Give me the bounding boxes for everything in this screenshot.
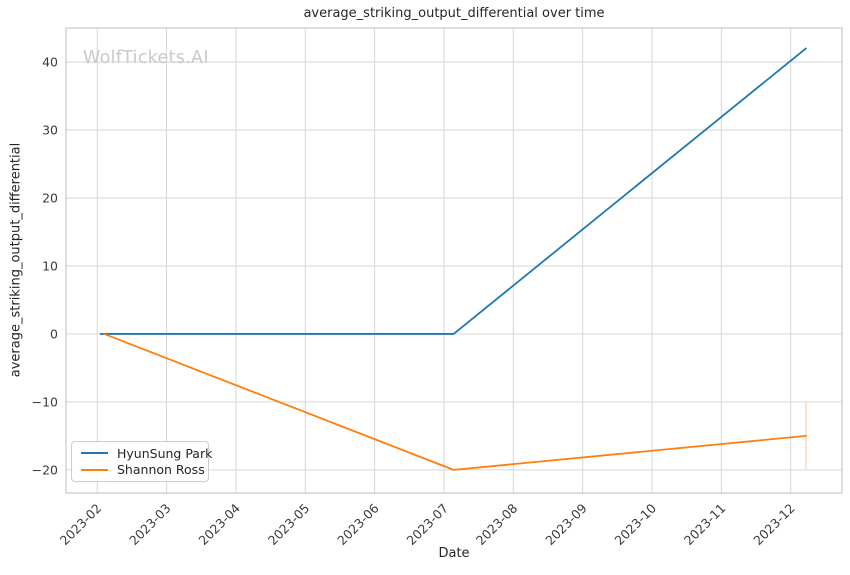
legend: HyunSung Park Shannon Ross: [71, 441, 212, 482]
x-tick-label: 2023-09: [542, 500, 590, 548]
legend-item: HyunSung Park: [81, 446, 212, 461]
y-tick-label: 0: [50, 326, 58, 341]
x-tick-label: 2023-04: [195, 500, 243, 548]
x-axis-label: Date: [438, 546, 470, 561]
x-tick-label: 2023-06: [334, 500, 382, 548]
x-tick-label: 2023-05: [265, 501, 313, 549]
plot-frame: [65, 27, 843, 494]
y-tick-label: 30: [42, 122, 58, 137]
x-tick-label: 2023-08: [473, 500, 521, 548]
x-tick-label: 2023-07: [404, 501, 452, 549]
chart-title: average_striking_output_differential ove…: [303, 6, 605, 21]
legend-item: Shannon Ross: [81, 462, 205, 477]
watermark: WolfTickets.AI: [83, 48, 209, 68]
legend-line-swatch: [81, 468, 108, 471]
x-tick-label: 2023-10: [612, 500, 660, 548]
x-tick-label: 2023-03: [126, 501, 174, 549]
legend-label: Shannon Ross: [117, 462, 205, 478]
series-line-hyunsung-park: [99, 47, 807, 335]
x-tick-label: 2023-12: [750, 501, 798, 549]
legend-label: HyunSung Park: [117, 445, 213, 461]
legend-line-swatch: [81, 452, 108, 455]
y-axis-label: average_striking_output_differential: [8, 142, 24, 378]
x-tick-label: 2023-02: [57, 501, 105, 549]
x-tick-label: 2023-11: [681, 501, 729, 549]
y-tick-label: −10: [32, 394, 58, 409]
y-tick-label: 10: [42, 258, 58, 273]
y-tick-label: 40: [42, 54, 58, 69]
y-tick-label: −20: [32, 462, 58, 477]
series-line-shannon-ross: [103, 333, 807, 471]
y-tick-label: 20: [42, 190, 58, 205]
